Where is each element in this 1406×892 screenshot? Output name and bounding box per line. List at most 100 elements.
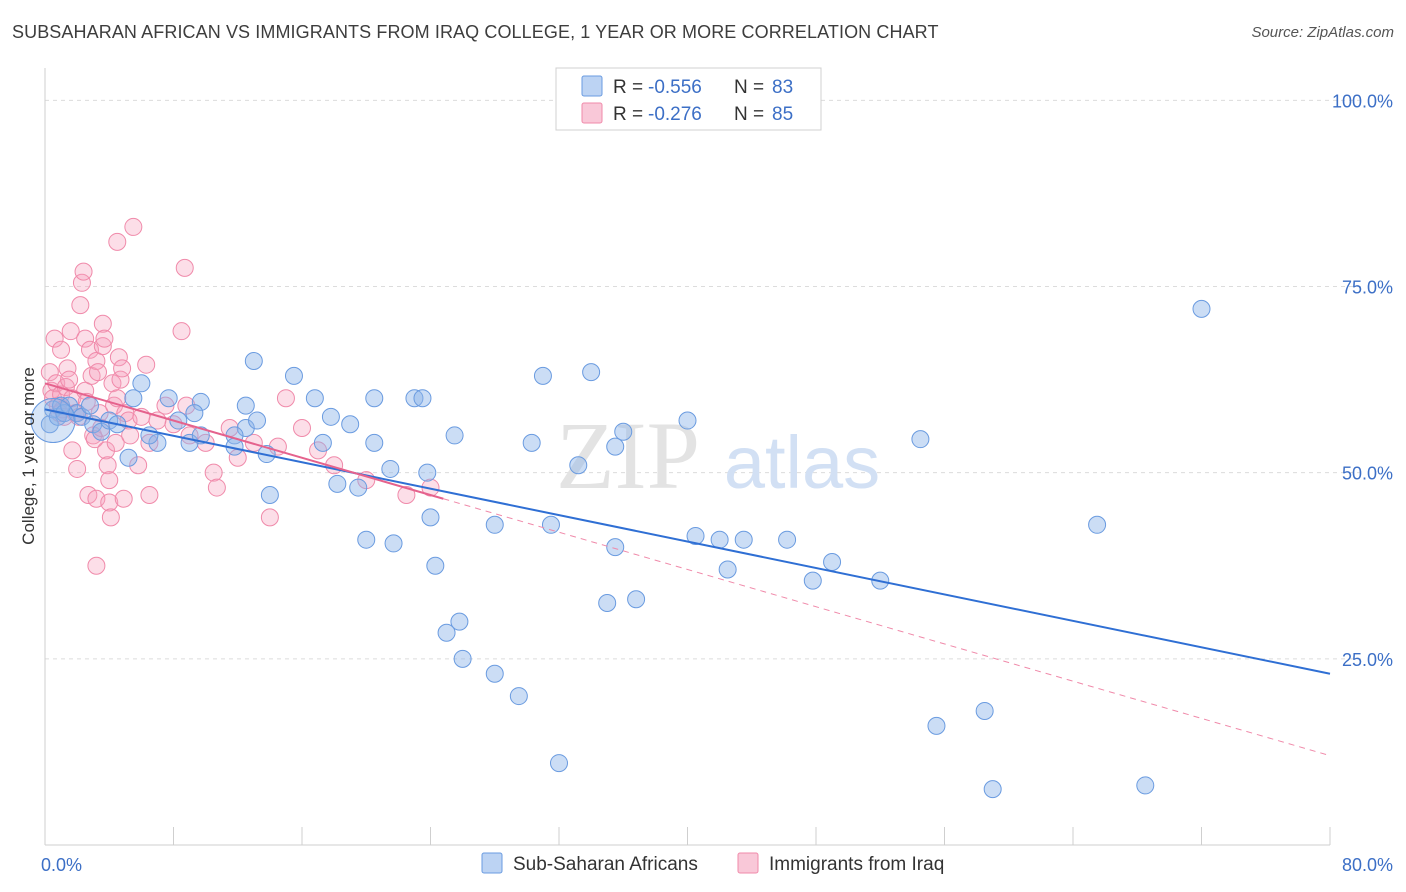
subsaharan-point-82 — [1192, 299, 1211, 318]
iraq-point-46 — [106, 433, 125, 452]
iraq-point-41 — [100, 471, 119, 490]
iraq-point-36 — [93, 314, 112, 333]
iraq-point-16 — [63, 441, 82, 460]
legend-r-value-pink: -0.276 — [648, 104, 702, 125]
source-label: Source: ZipAtlas.com — [1251, 24, 1394, 41]
y-axis-label: College, 1 year or more — [19, 367, 38, 545]
subsaharan-point-73 — [803, 571, 822, 590]
iraq-point-76 — [268, 437, 287, 456]
subsaharan-point-64 — [614, 422, 633, 441]
tick-labels: 100.0% 75.0% 50.0% 25.0% 0.0% 80.0% — [41, 91, 1393, 875]
iraq-point-66 — [172, 322, 191, 341]
iraq-point-21 — [72, 273, 91, 292]
subsaharan-point-20 — [191, 392, 210, 411]
subsaharan-point-60 — [569, 456, 588, 475]
legend-swatch-pink — [581, 102, 603, 124]
legend-n-label-pink: N = — [734, 104, 764, 125]
iraq-point-14 — [61, 322, 80, 341]
iraq-point-31 — [87, 351, 106, 370]
watermark: ZIP atlas — [556, 402, 880, 509]
iraq-point-49 — [111, 370, 130, 389]
subsaharan-point-15 — [119, 448, 138, 467]
iraq-point-12 — [58, 359, 77, 378]
legend-r-label-pink: R = — [613, 104, 643, 125]
legend-r-value-blue: -0.556 — [648, 77, 702, 98]
subsaharan-point-66 — [627, 590, 646, 609]
subsaharan-point-33 — [341, 415, 360, 434]
subsaharan-point-14 — [132, 374, 151, 393]
subsaharan-point-70 — [718, 560, 737, 579]
trendline-iraq-solid — [44, 382, 444, 500]
iraq-point-43 — [101, 508, 120, 527]
subsaharan-point-57 — [533, 366, 552, 385]
bottom-legend-label-blue: Sub-Saharan Africans — [513, 854, 698, 875]
iraq-point-8 — [52, 340, 71, 359]
iraq-point-77 — [260, 508, 279, 527]
subsaharan-point-56 — [522, 433, 541, 452]
subsaharan-point-28 — [284, 366, 303, 385]
iraq-point-3 — [45, 329, 64, 348]
subsaharan-point-68 — [686, 526, 705, 545]
subsaharan-point-16 — [159, 389, 178, 408]
subsaharan-point-18 — [169, 411, 188, 430]
y-tick-label-2: 50.0% — [1342, 464, 1393, 484]
subsaharan-point-24 — [236, 418, 255, 437]
iraq-point-71 — [204, 463, 223, 482]
subsaharan-point-30 — [321, 407, 340, 426]
iraq-point-59 — [137, 355, 156, 374]
subsaharan-point-48 — [426, 556, 445, 575]
iraq-point-58 — [129, 456, 148, 475]
subsaharan-point-41 — [413, 389, 432, 408]
legend-n-label-blue: N = — [734, 77, 764, 98]
subsaharan-point-45 — [357, 530, 376, 549]
iraq-point-42 — [100, 493, 119, 512]
bottom-legend: Sub-Saharan Africans Immigrants from Ira… — [481, 852, 944, 875]
iraq-point-78 — [276, 389, 295, 408]
iraq-point-48 — [109, 348, 128, 367]
iraq-point-30 — [85, 430, 104, 449]
subsaharan-point-13 — [124, 389, 143, 408]
subsaharan-point-72 — [778, 530, 797, 549]
iraq-point-51 — [114, 489, 133, 508]
iraq-point-13 — [60, 370, 79, 389]
axes — [44, 68, 1331, 846]
subsaharan-point-52 — [453, 649, 472, 668]
iraq-point-33 — [89, 363, 108, 382]
iraq-point-20 — [71, 296, 90, 315]
iraq-point-22 — [74, 262, 93, 281]
x-tick-label-1: 80.0% — [1342, 855, 1393, 875]
subsaharan-point-74 — [823, 553, 842, 572]
y-tick-label-3: 25.0% — [1342, 650, 1393, 670]
subsaharan-point-32 — [328, 474, 347, 493]
subsaharan-point-53 — [485, 515, 504, 534]
subsaharan-point-58 — [541, 515, 560, 534]
subsaharan-point-81 — [1136, 776, 1155, 795]
subsaharan-point-42 — [381, 459, 400, 478]
trendline-subsaharan — [44, 408, 1331, 675]
subsaharan-point-21 — [185, 404, 204, 423]
subsaharan-point-67 — [678, 411, 697, 430]
legend-n-value-pink: 85 — [772, 104, 793, 125]
subsaharan-point-29 — [305, 389, 324, 408]
subsaharan-point-71 — [734, 530, 753, 549]
chart-title: SUBSAHARAN AFRICAN VS IMMIGRANTS FROM IR… — [12, 22, 939, 42]
subsaharan-point-43 — [418, 463, 437, 482]
legend-r-label-blue: R = — [613, 77, 643, 98]
iraq-point-83 — [397, 486, 416, 505]
subsaharan-point-76 — [911, 430, 930, 449]
iraq-point-79 — [293, 418, 311, 437]
subsaharan-point-23 — [236, 396, 255, 415]
iraq-point-0 — [40, 363, 59, 382]
iraq-point-38 — [95, 329, 114, 348]
iraq-point-18 — [68, 459, 87, 478]
watermark-atlas: atlas — [724, 421, 880, 504]
watermark-zip: ZIP — [556, 402, 700, 509]
subsaharan-point-54 — [485, 664, 504, 683]
subsaharan-point-49 — [445, 426, 464, 445]
iraq-point-50 — [113, 359, 132, 378]
x-tick-label-0: 0.0% — [41, 855, 82, 875]
series-iraq-points — [40, 217, 440, 575]
iraq-point-56 — [108, 232, 127, 251]
y-tick-label-0: 100.0% — [1332, 91, 1393, 111]
